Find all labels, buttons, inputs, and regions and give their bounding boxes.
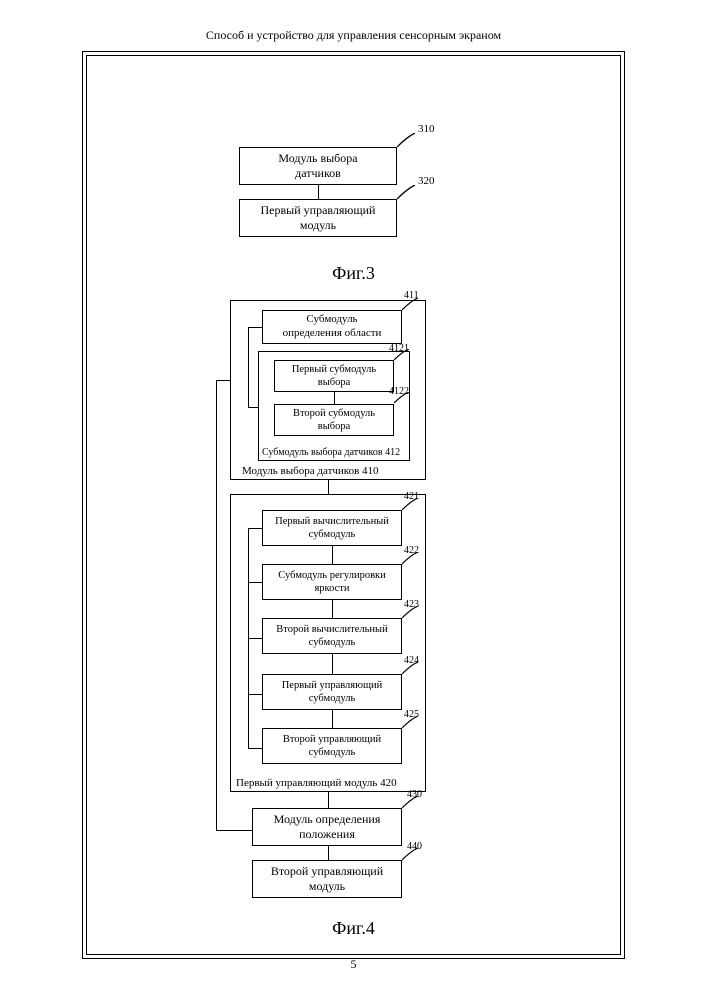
box-411: Субмодуль определения области — [262, 310, 402, 344]
ref-423: 423 — [404, 599, 419, 610]
bracket-420-h3 — [248, 638, 262, 639]
ref-411: 411 — [404, 290, 419, 301]
fig4-label: Фиг.4 — [0, 918, 707, 939]
box-4122-text: Второй субмодуль выбора — [293, 407, 375, 433]
bracket-420-h4 — [248, 694, 262, 695]
ref-4122: 4122 — [389, 386, 409, 397]
lead-310 — [397, 133, 419, 151]
connector-430-440 — [328, 846, 329, 860]
ref-424: 424 — [404, 655, 419, 666]
page-number: 5 — [0, 957, 707, 972]
box-422: Субмодуль регулировки яркости — [262, 564, 402, 600]
fig3-label: Фиг.3 — [0, 263, 707, 284]
box-4121-text: Первый субмодуль выбора — [292, 363, 376, 389]
box-4122: Второй субмодуль выбора — [274, 404, 394, 436]
bracket-left-v — [216, 380, 217, 830]
ref-440: 440 — [407, 841, 422, 852]
bracket-411-h1 — [248, 327, 262, 328]
ref-430: 430 — [407, 789, 422, 800]
ref-310: 310 — [418, 123, 435, 135]
box-320-text: Первый управляющий модуль — [261, 203, 376, 233]
box-440: Второй управляющий модуль — [252, 860, 402, 898]
ref-320: 320 — [418, 175, 435, 187]
box-310-text: Модуль выбора датчиков — [278, 151, 357, 181]
ref-421: 421 — [404, 491, 419, 502]
bracket-411-v — [248, 327, 249, 407]
box-424-text: Первый управляющий субмодуль — [282, 679, 383, 705]
connector-421-422 — [332, 546, 333, 564]
ref-4121: 4121 — [389, 343, 409, 354]
submodule-412-label: Субмодуль выбора датчиков 412 — [262, 447, 400, 458]
ref-422: 422 — [404, 545, 419, 556]
ref-425: 425 — [404, 709, 419, 720]
box-423-text: Второй вычислительный субмодуль — [276, 623, 387, 649]
connector-4121-4122 — [334, 392, 335, 404]
box-430: Модуль определения положения — [252, 808, 402, 846]
connector-310-320 — [318, 185, 319, 199]
box-421-text: Первый вычислительный субмодуль — [275, 515, 389, 541]
connector-410-420 — [328, 480, 329, 494]
box-423: Второй вычислительный субмодуль — [262, 618, 402, 654]
connector-420-430 — [328, 792, 329, 808]
connector-422-423 — [332, 600, 333, 618]
connector-423-424 — [332, 654, 333, 674]
bracket-420-h1 — [248, 528, 262, 529]
bracket-420-h5 — [248, 748, 262, 749]
connector-424-425 — [332, 710, 333, 728]
box-425-text: Второй управляющий субмодуль — [283, 733, 381, 759]
bracket-420-h2 — [248, 582, 262, 583]
bracket-left-h2 — [216, 830, 252, 831]
lead-320 — [397, 185, 419, 203]
box-430-text: Модуль определения положения — [274, 812, 381, 842]
box-424: Первый управляющий субмодуль — [262, 674, 402, 710]
box-421: Первый вычислительный субмодуль — [262, 510, 402, 546]
box-320: Первый управляющий модуль — [239, 199, 397, 237]
module-420-label: Первый управляющий модуль 420 — [236, 777, 397, 789]
header-title: Способ и устройство для управления сенсо… — [0, 28, 707, 43]
bracket-411-h2 — [248, 407, 258, 408]
box-411-text: Субмодуль определения области — [283, 313, 382, 341]
box-4121: Первый субмодуль выбора — [274, 360, 394, 392]
box-440-text: Второй управляющий модуль — [271, 864, 383, 894]
box-425: Второй управляющий субмодуль — [262, 728, 402, 764]
box-310: Модуль выбора датчиков — [239, 147, 397, 185]
box-422-text: Субмодуль регулировки яркости — [278, 569, 386, 595]
bracket-left-h1 — [216, 380, 230, 381]
module-410-label: Модуль выбора датчиков 410 — [242, 465, 379, 477]
